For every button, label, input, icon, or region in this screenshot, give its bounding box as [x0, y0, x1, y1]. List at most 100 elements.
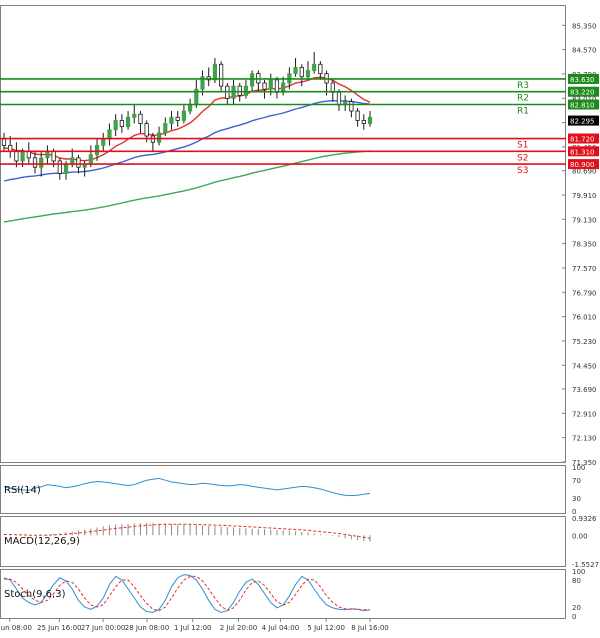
level-name-s3: S3: [517, 166, 528, 176]
price-tick-label: 71.350: [572, 459, 597, 467]
bear-candle: [361, 120, 366, 124]
bull-candle: [187, 104, 193, 112]
price-tick-label: 73.690: [572, 386, 597, 394]
price-tick-label: 72.130: [572, 435, 597, 443]
macd-signal-line: [4, 523, 371, 539]
price-tick-label: 76.010: [572, 314, 597, 322]
price-tick-label: 77.570: [572, 265, 597, 273]
current-price-label: 82.295: [570, 118, 595, 126]
price-tick-label: 75.230: [572, 338, 597, 346]
level-price-label-s1: 81.720: [570, 136, 595, 144]
current-price-tag: [568, 115, 599, 126]
bull-candle: [243, 85, 249, 96]
price-tick-label: 74.450: [572, 362, 597, 370]
bull-candle: [268, 79, 273, 90]
bull-candle: [200, 76, 205, 90]
bull-candle: [45, 151, 50, 159]
macd-panel-frame: [0, 516, 566, 567]
bear-candle: [144, 123, 149, 137]
x-tick-label: 1 Jul 12:00: [174, 624, 212, 632]
bull-candle: [132, 113, 137, 118]
rsi-tick-label: 100: [572, 464, 585, 472]
level-price-label-s2: 81.310: [570, 148, 595, 156]
bull-candle: [305, 70, 311, 78]
bull-candle: [94, 144, 100, 156]
macd-title: MACD(12,26,9): [4, 536, 80, 547]
bear-candle: [219, 63, 224, 87]
bear-candle: [76, 157, 81, 168]
bull-candle: [250, 73, 255, 87]
bear-candle: [138, 113, 143, 124]
level-price-tag-s2: [568, 146, 599, 157]
level-name-r1: R1: [517, 107, 529, 117]
x-tick-label: 2 Jul 20:00: [220, 624, 258, 632]
level-price-tag-r1: [568, 99, 599, 110]
bull-candle: [312, 63, 317, 71]
x-tick-label: 25 Jun 16:00: [37, 624, 81, 632]
price-panel-frame: [0, 5, 566, 463]
price-tick-label: 79.910: [572, 192, 597, 200]
bull-candle: [181, 110, 187, 121]
bear-candle: [237, 85, 242, 96]
bear-candle: [32, 157, 38, 168]
ma-fast-line: [3, 76, 371, 162]
bull-candle: [212, 63, 218, 81]
bear-candle: [299, 66, 304, 78]
x-tick-label: 8 Jul 16:00: [351, 624, 389, 632]
level-price-tag-r3: [568, 73, 599, 84]
rsi-title: RSI(14): [4, 485, 41, 496]
level-price-label-r2: 83.220: [570, 89, 595, 97]
x-tick-label: 24 Jun 08:00: [0, 624, 32, 632]
level-price-tag-s3: [568, 159, 599, 170]
level-price-label-r3: 83.630: [570, 76, 595, 84]
bull-candle: [70, 157, 75, 165]
bear-candle: [26, 151, 31, 159]
bull-candle: [163, 123, 168, 134]
stoch-tick-label: 100: [572, 568, 585, 576]
rsi-tick-label: 30: [572, 495, 581, 503]
bull-candle: [88, 154, 93, 165]
bear-candle: [175, 116, 180, 121]
x-tick-label: 5 Jul 12:00: [307, 624, 345, 632]
ma-slow-line: [3, 150, 371, 223]
price-tick-label: 80.690: [572, 168, 597, 176]
price-tick-label: 85.350: [572, 22, 597, 30]
bull-candle: [63, 163, 69, 174]
stoch-main-line: [3, 574, 371, 613]
bear-candle: [355, 110, 360, 121]
bull-candle: [125, 116, 131, 128]
level-price-label-r1: 82.810: [570, 102, 595, 110]
level-name-s1: S1: [517, 141, 528, 151]
bull-candle: [367, 116, 373, 124]
bull-candle: [101, 138, 106, 146]
x-tick-label: 28 Jun 08:00: [125, 624, 169, 632]
price-tick-label: 79.130: [572, 216, 597, 224]
bear-candle: [274, 79, 280, 93]
macd-tick-label: -1.5527: [572, 561, 599, 569]
x-tick-label: 27 Jun 00:00: [81, 624, 125, 632]
bull-candle: [39, 157, 44, 168]
level-name-s2: S2: [517, 153, 528, 163]
stoch-tick-label: 80: [572, 577, 581, 585]
rsi-tick-label: 70: [572, 477, 581, 485]
bear-candle: [119, 120, 124, 128]
bull-candle: [169, 116, 174, 124]
macd-tick-label: 0.00: [572, 532, 588, 540]
bear-candle: [262, 82, 267, 90]
bull-candle: [156, 132, 162, 143]
bull-candle: [113, 120, 118, 131]
macd-tick-label: 0.9326: [572, 515, 597, 523]
bear-candle: [51, 151, 56, 162]
level-price-tag-r2: [568, 86, 599, 97]
bull-candle: [20, 151, 25, 162]
level-price-tag-s1: [568, 133, 599, 144]
rsi-main-line: [3, 477, 371, 497]
price-tick-label: 72.910: [572, 410, 597, 418]
rsi-panel-frame: [0, 465, 566, 514]
stoch-title: Stoch(9,6,3): [4, 589, 66, 600]
stoch-tick-label: 20: [572, 604, 581, 612]
price-tick-label: 76.790: [572, 289, 597, 297]
